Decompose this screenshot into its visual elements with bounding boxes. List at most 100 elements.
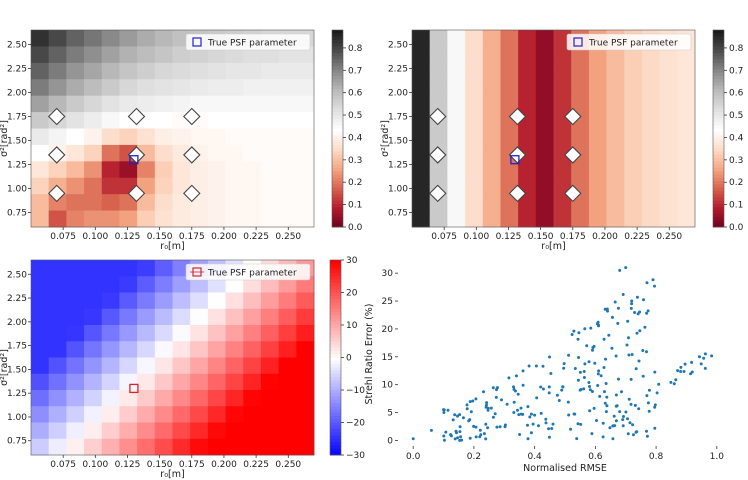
heatmap-cell	[137, 79, 156, 97]
colorbar-segment	[332, 220, 343, 225]
colorbar-segment	[713, 36, 724, 41]
heatmap-cell	[84, 112, 103, 129]
heatmap-cell	[571, 62, 590, 80]
heatmap-cell	[154, 422, 173, 440]
colorbar-tick-label: 0.5	[729, 111, 743, 121]
colorbar-tick-label: 0.4	[729, 133, 744, 143]
x-tick-label: 1.0	[710, 452, 725, 462]
scatter-point	[468, 400, 472, 404]
heatmap-cell	[260, 325, 280, 342]
heatmap-cell	[154, 128, 173, 146]
scatter-point	[618, 410, 622, 414]
colorbar-segment	[332, 135, 343, 139]
scatter-point	[604, 357, 607, 361]
colorbar-segment	[330, 438, 341, 443]
heatmap-cell	[190, 308, 209, 326]
heatmap-cell	[260, 406, 280, 423]
heatmap-cell	[278, 341, 297, 358]
scatter-point	[494, 395, 498, 399]
scatter-point	[465, 403, 469, 407]
colorbar-tick-label: 30	[346, 256, 358, 266]
heatmap-cell	[207, 46, 226, 64]
colorbar-segment	[330, 445, 341, 449]
colorbar-segment	[332, 75, 343, 80]
heatmap-cell	[412, 144, 431, 162]
heatmap-cell	[278, 422, 297, 440]
scatter-point	[518, 433, 522, 436]
heatmap-cell	[154, 177, 173, 195]
colorbar-segment	[332, 200, 343, 205]
heatmap-cell	[243, 390, 262, 407]
heatmap-cell	[243, 62, 262, 80]
heatmap-cell	[606, 112, 625, 129]
heatmap-cell	[31, 30, 50, 47]
heatmap-cell	[535, 62, 554, 80]
colorbar-segment	[713, 102, 724, 106]
colorbar-segment	[330, 386, 341, 391]
scatter-point	[682, 370, 686, 373]
colorbar-segment	[330, 364, 341, 368]
heatmap-cell	[190, 325, 209, 342]
scatter-point	[591, 346, 595, 350]
scatter-point	[577, 331, 581, 335]
scatter-point	[669, 380, 673, 384]
heatmap-cell	[677, 128, 696, 146]
heatmap-cell	[260, 194, 280, 211]
colorbar-segment	[713, 151, 724, 156]
colorbar-segment	[330, 279, 341, 284]
colorbar-segment	[330, 451, 341, 456]
heatmap-cell	[243, 341, 262, 358]
scatter-point	[569, 427, 573, 431]
scatter-point	[645, 281, 649, 285]
colorbar-segment	[713, 82, 724, 87]
heatmap-cell	[207, 390, 226, 407]
x-tick-label: 0.225	[624, 232, 650, 242]
y-tick-label: 1.75	[388, 112, 408, 122]
heatmap-cell	[518, 194, 537, 211]
x-tick-label: 0.075	[50, 460, 76, 470]
heatmap-cell	[137, 128, 156, 146]
colorbar-segment	[332, 144, 343, 149]
heatmap-cell	[190, 373, 209, 391]
heatmap-cell	[31, 308, 50, 326]
heatmap-cell	[101, 46, 120, 64]
heatmap-cell	[101, 357, 120, 375]
scatter-point	[703, 352, 707, 356]
colorbar-segment	[330, 351, 341, 355]
colorbar-tick-label: 0.4	[348, 133, 363, 143]
heatmap-cell	[207, 210, 226, 228]
y-tick-label: 0	[387, 436, 393, 446]
heatmap-cell	[137, 276, 156, 293]
heatmap-cell	[190, 341, 209, 358]
scatter-point	[645, 350, 648, 354]
colorbar-segment	[713, 105, 724, 110]
scatter-point	[573, 412, 577, 416]
heatmap-cell	[447, 95, 466, 113]
scatter-panel-bottom-right: 0.0 0.2 0.4 0.6 0.8 1.0 0 5 10 15 20 25 30 Normalised…	[364, 266, 724, 474]
sample-diamond-marker	[47, 146, 66, 164]
colorbar-segment	[330, 396, 341, 401]
heatmap-cell	[243, 292, 262, 310]
scatter-point	[585, 344, 589, 348]
heatmap-cell	[172, 325, 191, 342]
heatmap-cell	[296, 406, 315, 423]
heatmap-cell	[66, 438, 85, 456]
heatmap-cell	[48, 406, 67, 423]
heatmap-cell	[66, 144, 85, 162]
colorbar-segment	[713, 148, 724, 152]
heatmap-cell	[66, 177, 85, 195]
colorbar-segment	[332, 190, 343, 195]
scatter-point	[474, 435, 478, 439]
legend-marker	[192, 37, 202, 47]
x-tick-label: 0.225	[243, 232, 269, 242]
heatmap-cell	[278, 308, 297, 326]
colorbar-segment	[713, 220, 724, 225]
scatter-point	[710, 354, 714, 358]
heatmap-cell	[641, 62, 661, 80]
colorbar-segment	[713, 46, 724, 51]
scatter-point	[613, 300, 617, 304]
heatmap-cell	[172, 46, 191, 64]
colorbar-segment	[330, 429, 341, 433]
heatmap-cell	[48, 210, 67, 228]
sample-diamond-marker	[183, 184, 201, 203]
